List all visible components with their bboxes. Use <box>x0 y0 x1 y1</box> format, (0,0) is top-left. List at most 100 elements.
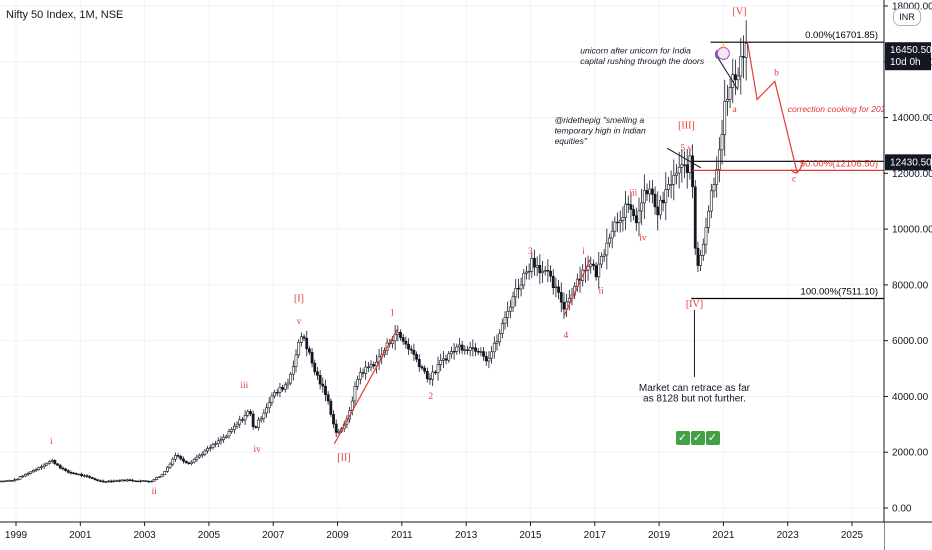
candle-body <box>326 394 330 402</box>
candle-body <box>259 418 263 421</box>
unicorn-mane <box>714 49 719 60</box>
candle-body <box>474 347 477 352</box>
candle-body <box>7 480 11 482</box>
candle-body <box>369 364 373 368</box>
candle-body <box>241 419 244 421</box>
candle-body <box>417 359 421 368</box>
candle-body <box>487 357 491 362</box>
candle-body <box>648 188 652 195</box>
candle-body <box>187 462 191 464</box>
candle-body <box>640 202 644 212</box>
unicorn-horn <box>722 41 725 49</box>
wave-label: a <box>733 105 738 115</box>
wave-label: 3 <box>528 247 533 257</box>
candle-body <box>742 56 745 58</box>
candle-body <box>672 174 676 185</box>
unicorn-head <box>716 46 730 60</box>
candle-body <box>739 56 743 77</box>
candle-body <box>254 426 258 428</box>
candle-body <box>699 255 703 266</box>
candle-body <box>533 257 536 268</box>
candle-body <box>72 472 76 474</box>
candle-body <box>476 351 480 353</box>
candle-body <box>32 469 35 473</box>
candle-body <box>163 471 167 475</box>
annotation-text: temporary high in Indian <box>555 126 646 136</box>
price-tag <box>885 154 931 171</box>
candle-body <box>176 455 180 457</box>
candle-body <box>391 340 394 344</box>
candle-body <box>249 411 252 415</box>
candle-body <box>109 480 113 483</box>
candle-body <box>61 467 65 470</box>
candle-body <box>691 155 694 188</box>
candle-body <box>559 292 563 303</box>
candle-body <box>182 458 185 462</box>
candle-body <box>0 480 3 483</box>
candle-body <box>131 479 134 482</box>
candle-body <box>450 351 453 355</box>
check-icon: ✓ <box>706 431 720 445</box>
candle-body <box>634 215 638 224</box>
candle-body <box>433 371 437 374</box>
candle-body <box>626 203 630 206</box>
candle-body <box>744 43 748 58</box>
candle-body <box>141 480 145 482</box>
candle-body <box>608 237 611 244</box>
candle-body <box>273 392 276 397</box>
candle-body <box>428 378 432 380</box>
candle-body <box>18 476 22 480</box>
candle-body <box>133 480 137 482</box>
candle-body <box>174 455 177 460</box>
candle-body <box>45 462 49 466</box>
candle-body <box>123 479 126 482</box>
candle-body <box>200 453 204 456</box>
candle-body <box>602 254 606 257</box>
candle-body <box>549 270 552 277</box>
candle-body <box>517 287 520 290</box>
candle-body <box>605 242 609 256</box>
annotation-text: @ridethepig "smelling a <box>555 115 645 125</box>
annotation-text: equities" <box>555 136 588 146</box>
candle-body <box>364 366 368 374</box>
currency-badge[interactable]: INR <box>893 8 921 26</box>
x-tick-label: 2007 <box>262 530 285 541</box>
candle-body <box>2 480 6 483</box>
candle-body <box>508 306 512 312</box>
candle-body <box>23 473 27 477</box>
candle-body <box>262 412 266 419</box>
candle-body <box>441 358 445 361</box>
projection-arrow <box>790 161 804 174</box>
annotation-text: unicorn after unicorn for India <box>580 45 691 55</box>
candle-body <box>669 184 673 186</box>
candle-body <box>498 333 502 343</box>
candle-body <box>492 342 496 353</box>
trendline <box>563 259 591 316</box>
candle-body <box>305 338 309 350</box>
candle-body <box>704 227 708 245</box>
candle-body <box>99 480 102 482</box>
price-tag <box>885 42 931 71</box>
wave-label: iii <box>629 189 637 199</box>
wave-label: [I] <box>294 294 304 305</box>
candle-body <box>179 455 183 460</box>
candle-body <box>600 256 603 265</box>
annotation-pointer <box>716 55 739 90</box>
candle-body <box>42 464 46 468</box>
wave-label: [IV] <box>686 299 703 310</box>
x-tick-label: 2017 <box>584 530 607 541</box>
wave-label: c <box>792 175 796 185</box>
candle-body <box>361 372 365 374</box>
candle-body <box>543 270 547 272</box>
wave-label: i <box>50 437 53 447</box>
candle-body <box>514 287 518 298</box>
candle-body <box>366 366 370 369</box>
candle-body <box>308 348 311 353</box>
wave-label: iv <box>253 445 261 455</box>
x-tick-label: 2021 <box>712 530 735 541</box>
candle-body <box>324 385 327 396</box>
x-tick-label: 2001 <box>69 530 92 541</box>
candle-body <box>506 310 510 318</box>
candle-body <box>318 375 322 385</box>
